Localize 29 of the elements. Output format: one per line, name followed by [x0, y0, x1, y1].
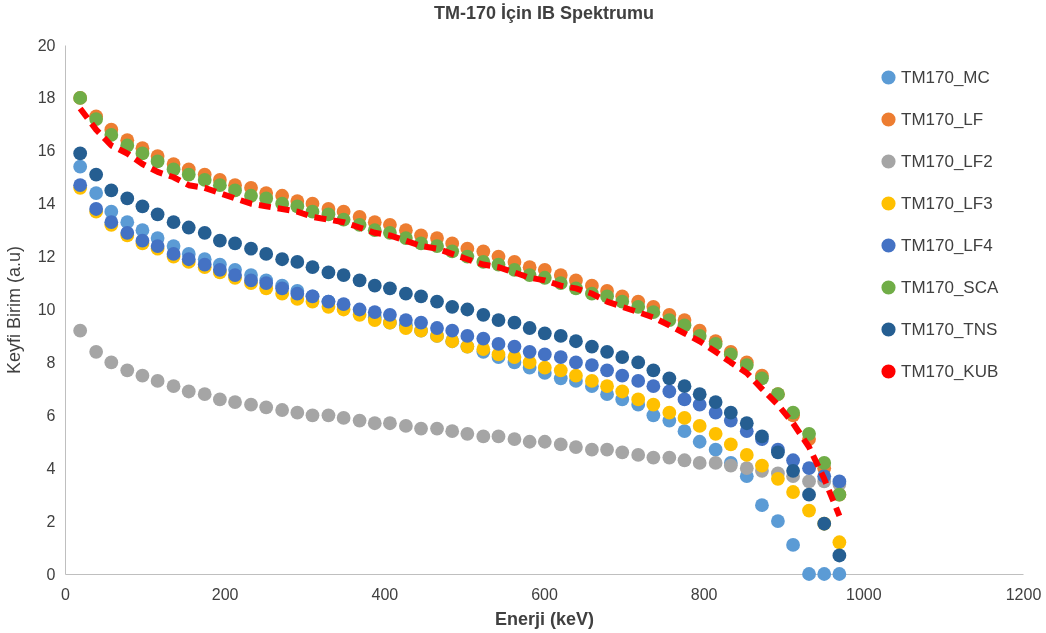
y-tick-label: 20 — [37, 36, 56, 54]
y-tick-label: 6 — [46, 406, 56, 424]
x-tick-label: 1000 — [846, 585, 882, 603]
legend-label: TM170_KUB — [901, 361, 999, 381]
x-tick-label: 200 — [211, 585, 239, 603]
x-tick-label: 800 — [690, 585, 718, 603]
y-tick-label: 4 — [46, 459, 56, 477]
y-tick-label: 18 — [37, 89, 56, 107]
y-tick-label: 16 — [37, 142, 56, 160]
legend-label: TM170_SCA — [901, 277, 999, 297]
x-axis-title: Enerji (keV) — [494, 608, 595, 629]
y-tick-label: 14 — [37, 195, 56, 213]
y-tick-label: 8 — [46, 353, 56, 371]
legend-label: TM170_TNS — [901, 319, 998, 339]
chart-title: TM-170 İçin IB Spektrumu — [433, 3, 655, 23]
legend-label: TM170_MC — [901, 67, 990, 87]
legend-label: TM170_LF — [901, 109, 984, 129]
y-tick-label: 2 — [46, 512, 56, 530]
legend-label: TM170_LF3 — [901, 193, 993, 213]
legend-label: TM170_LF2 — [901, 151, 993, 171]
x-tick-label: 0 — [61, 585, 71, 603]
legend-label: TM170_LF4 — [901, 235, 993, 255]
y-tick-label: 12 — [37, 248, 56, 266]
x-tick-label: 1200 — [1005, 585, 1042, 603]
y-tick-label: 0 — [46, 565, 56, 583]
x-tick-label: 400 — [371, 585, 399, 603]
y-axis-title: Keyfi Birim (a.u) — [3, 245, 24, 375]
y-tick-label: 10 — [37, 301, 56, 318]
x-tick-label: 600 — [531, 585, 558, 603]
